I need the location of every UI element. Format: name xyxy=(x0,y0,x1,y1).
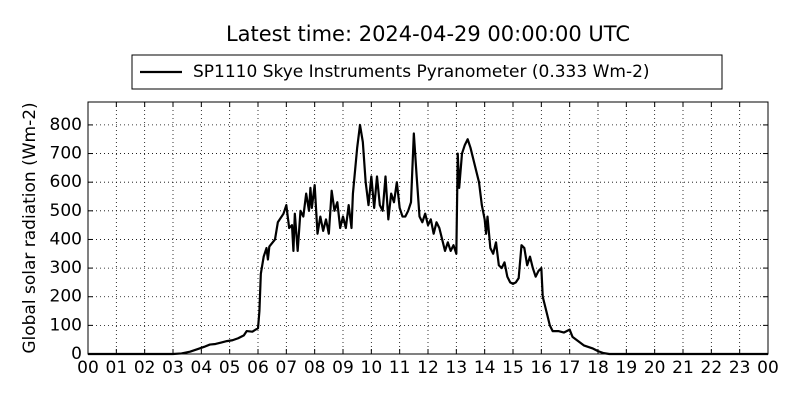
legend-label: SP1110 Skye Instruments Pyranometer (0.3… xyxy=(193,62,650,82)
x-tick-label: 01 xyxy=(106,358,128,378)
x-tick-label: 17 xyxy=(559,358,581,378)
legend-box xyxy=(131,54,723,90)
x-tick-label: 16 xyxy=(531,358,553,378)
y-tick-label: 300 xyxy=(50,258,82,278)
x-tick-label: 07 xyxy=(276,358,298,378)
data-line xyxy=(88,123,768,356)
x-tick-label: 20 xyxy=(644,358,666,378)
plot-frame xyxy=(87,101,769,355)
x-tick-label: 22 xyxy=(701,358,723,378)
y-tick-label: 100 xyxy=(50,315,82,335)
x-tick-label: 00 xyxy=(77,358,99,378)
x-tick-label: 19 xyxy=(616,358,638,378)
x-tick-label: 03 xyxy=(162,358,184,378)
x-tick-label: 09 xyxy=(332,358,354,378)
x-tick-label: 11 xyxy=(389,358,411,378)
x-tick-label: 02 xyxy=(134,358,156,378)
chart-title: Latest time: 2024-04-29 00:00:00 UTC xyxy=(226,22,630,46)
y-tick-label: 0 xyxy=(71,344,82,364)
x-tick-label: 06 xyxy=(247,358,269,378)
x-tick-label: 23 xyxy=(729,358,751,378)
x-tick-label: 08 xyxy=(304,358,326,378)
x-tick-label: 00 xyxy=(757,358,779,378)
x-tick-label: 18 xyxy=(587,358,609,378)
x-tick-label: 13 xyxy=(446,358,468,378)
x-tick-label: 04 xyxy=(191,358,213,378)
x-tick-label: 14 xyxy=(474,358,496,378)
y-tick-label: 200 xyxy=(50,287,82,307)
x-tick-label: 10 xyxy=(361,358,383,378)
x-tick-label: 05 xyxy=(219,358,241,378)
y-tick-label: 700 xyxy=(50,144,82,164)
x-tick-label: 21 xyxy=(672,358,694,378)
y-axis-label: Global solar radiation (Wm-2) xyxy=(20,102,40,353)
y-tick-label: 600 xyxy=(50,172,82,192)
y-tick-label: 500 xyxy=(50,201,82,221)
x-tick-label: 12 xyxy=(417,358,439,378)
x-tick-label: 15 xyxy=(502,358,524,378)
y-tick-label: 800 xyxy=(50,115,82,135)
y-tick-label: 400 xyxy=(50,229,82,249)
